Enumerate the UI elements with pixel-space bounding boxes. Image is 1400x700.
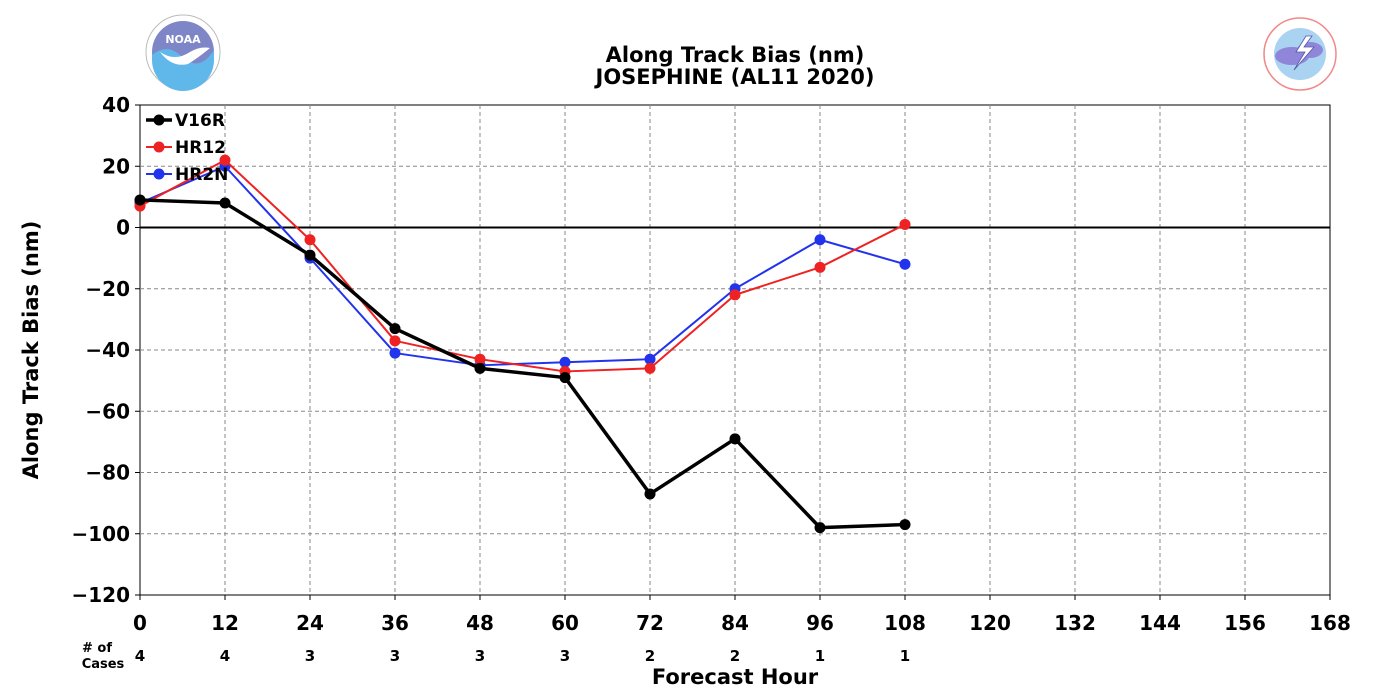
- case-count: 3: [305, 647, 315, 665]
- point-v16r: [304, 249, 316, 261]
- y-tick-label: −100: [71, 522, 130, 546]
- point-v16r: [644, 488, 656, 500]
- x-tick-label: 144: [1139, 611, 1181, 635]
- case-count: 3: [475, 647, 485, 665]
- y-tick-labels: 40 20 0 −20 −40 −60 −80 −100 −120: [71, 93, 140, 607]
- x-tick-label: 156: [1224, 611, 1266, 635]
- point-hr2n: [814, 234, 826, 246]
- x-tick-label: 0: [133, 611, 147, 635]
- point-hr12: [389, 335, 401, 347]
- case-count: 4: [220, 647, 230, 665]
- cases-header-line1: # of: [82, 641, 112, 656]
- point-v16r: [559, 372, 571, 384]
- case-count: 2: [645, 647, 655, 665]
- point-v16r: [899, 519, 911, 531]
- legend-swatch-marker: [153, 141, 165, 153]
- x-tick-label: 132: [1054, 611, 1096, 635]
- case-count: 2: [730, 647, 740, 665]
- y-tick-label: −80: [85, 461, 130, 485]
- y-tick-label: −60: [85, 399, 130, 423]
- point-hr12: [814, 261, 826, 273]
- case-count: 1: [815, 647, 825, 665]
- x-tick-label: 12: [211, 611, 239, 635]
- point-v16r: [389, 323, 401, 335]
- x-tick-label: 96: [806, 611, 834, 635]
- point-v16r: [219, 197, 231, 209]
- point-hr2n: [559, 356, 571, 368]
- y-tick-label: −20: [85, 277, 130, 301]
- series-line-hr12: [139, 159, 906, 373]
- x-tick-label: 120: [969, 611, 1011, 635]
- legend-swatch-marker: [153, 168, 165, 180]
- case-count: 3: [560, 647, 570, 665]
- case-count: 3: [390, 647, 400, 665]
- series-line-hr2n: [139, 165, 906, 367]
- point-hr12: [899, 218, 911, 230]
- point-v16r: [729, 433, 741, 445]
- y-axis-label: Along Track Bias (nm): [19, 221, 43, 480]
- y-tick-label: −40: [85, 338, 130, 362]
- case-count: 1: [900, 647, 910, 665]
- point-hr2n: [644, 353, 656, 365]
- legend-label: HR12: [175, 138, 226, 158]
- cases-header-line2: Cases: [82, 657, 125, 672]
- series-line-v16r: [139, 198, 906, 530]
- x-tick-label: 24: [296, 611, 324, 635]
- x-tick-label: 72: [636, 611, 664, 635]
- y-tick-label: 40: [102, 93, 130, 117]
- noaa-logo-text: NOAA: [165, 33, 201, 46]
- case-count: 4: [135, 647, 145, 665]
- legend-label: V16R: [175, 111, 225, 131]
- x-axis-label: Forecast Hour: [652, 665, 819, 689]
- point-hr2n: [899, 258, 911, 270]
- nws-logo: [1263, 17, 1337, 91]
- legend-label: HR2N: [175, 165, 228, 185]
- series-v16r: [134, 194, 911, 534]
- y-tick-label: 0: [116, 216, 130, 240]
- y-tick-label: −120: [71, 583, 130, 607]
- point-v16r: [814, 522, 826, 534]
- chart-subtitle: JOSEPHINE (AL11 2020): [594, 65, 875, 89]
- point-hr12: [474, 353, 486, 365]
- x-tick-label: 60: [551, 611, 579, 635]
- chart-title: Along Track Bias (nm): [606, 43, 865, 67]
- point-hr12: [729, 289, 741, 301]
- noaa-logo: NOAA: [145, 14, 221, 91]
- legend-item-hr12: HR12: [146, 138, 226, 158]
- y-tick-label: 20: [102, 154, 130, 178]
- legend: V16R HR12 HR2N: [146, 111, 228, 185]
- x-tick-labels: 0 12 24 36 48 60 72 84 96 108 120 132 144 156 168: [133, 595, 1351, 635]
- series-hr12: [134, 154, 911, 377]
- point-hr12: [219, 154, 231, 166]
- point-v16r: [134, 194, 146, 206]
- legend-item-hr2n: HR2N: [146, 165, 228, 185]
- x-tick-label: 168: [1309, 611, 1351, 635]
- point-hr12: [304, 234, 316, 246]
- point-hr2n: [389, 347, 401, 359]
- x-tick-label: 108: [884, 611, 926, 635]
- point-hr12: [644, 362, 656, 374]
- legend-item-v16r: V16R: [146, 111, 225, 131]
- series-layer: [134, 154, 911, 534]
- point-v16r: [474, 362, 486, 374]
- x-tick-label: 84: [721, 611, 749, 635]
- x-tick-label: 48: [466, 611, 494, 635]
- legend-swatch-marker: [153, 114, 165, 126]
- x-tick-label: 36: [381, 611, 409, 635]
